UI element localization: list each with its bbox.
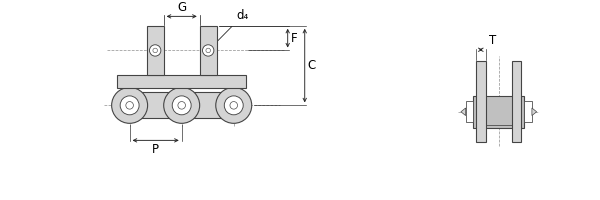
Bar — [473, 96, 524, 128]
Bar — [200, 26, 217, 75]
FancyBboxPatch shape — [130, 92, 182, 118]
Bar — [118, 75, 246, 88]
Bar — [476, 61, 485, 142]
Bar — [146, 26, 164, 75]
Circle shape — [216, 87, 252, 123]
Text: P: P — [152, 143, 159, 156]
Circle shape — [153, 48, 157, 53]
Circle shape — [169, 92, 194, 118]
Circle shape — [116, 92, 143, 118]
Circle shape — [178, 102, 185, 109]
Polygon shape — [532, 108, 536, 116]
Bar — [524, 101, 532, 122]
Circle shape — [221, 92, 247, 118]
Polygon shape — [461, 108, 466, 116]
Text: F: F — [290, 32, 297, 45]
Text: G: G — [177, 1, 186, 14]
Circle shape — [230, 102, 238, 109]
Text: T: T — [490, 34, 497, 47]
Circle shape — [206, 48, 211, 53]
Circle shape — [164, 87, 200, 123]
Circle shape — [224, 96, 243, 115]
Text: d₄: d₄ — [214, 9, 249, 44]
Circle shape — [172, 96, 191, 115]
Circle shape — [169, 92, 194, 118]
Circle shape — [120, 96, 139, 115]
Circle shape — [112, 87, 148, 123]
Circle shape — [126, 102, 133, 109]
Circle shape — [203, 45, 214, 56]
Bar — [512, 61, 521, 142]
Circle shape — [149, 45, 161, 56]
FancyBboxPatch shape — [182, 92, 234, 118]
Bar — [466, 101, 473, 122]
Text: C: C — [308, 59, 316, 72]
